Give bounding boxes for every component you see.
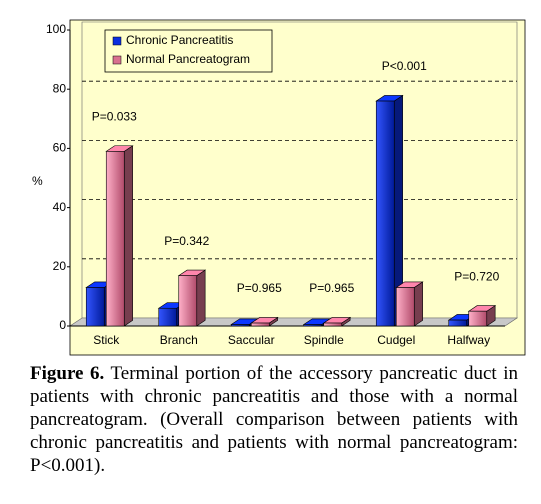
x-tick-label: Saccular bbox=[228, 333, 275, 347]
bar-front bbox=[158, 307, 178, 327]
bar bbox=[467, 305, 497, 327]
bar bbox=[250, 316, 279, 327]
annotation: P=0.965 bbox=[309, 281, 354, 295]
bar-front bbox=[105, 151, 125, 327]
y-axis-label: % bbox=[32, 174, 43, 188]
bar-side bbox=[413, 281, 423, 327]
legend-label: Normal Pancreatogram bbox=[126, 52, 250, 66]
bar-front bbox=[448, 319, 468, 327]
bar bbox=[375, 94, 404, 327]
bar-front bbox=[230, 324, 250, 327]
y-tick-label: 80 bbox=[53, 81, 67, 95]
caption-label: Figure 6. bbox=[30, 363, 105, 384]
bar-front bbox=[395, 287, 415, 327]
bar-side bbox=[123, 145, 133, 327]
bar bbox=[395, 281, 424, 327]
bar-side bbox=[196, 269, 206, 327]
annotation: P=0.342 bbox=[164, 234, 209, 248]
bar-front bbox=[178, 275, 198, 327]
legend-label: Chronic Pancreatitis bbox=[126, 33, 233, 47]
bar-front bbox=[468, 310, 488, 327]
y-tick-label: 60 bbox=[53, 141, 67, 155]
x-tick-label: Stick bbox=[93, 333, 120, 347]
legend-swatch bbox=[112, 36, 122, 46]
annotation: P=0.033 bbox=[92, 110, 137, 124]
bar-front bbox=[323, 322, 343, 327]
y-tick-label: 0 bbox=[59, 318, 66, 332]
bar-front bbox=[375, 100, 395, 327]
caption: Figure 6. Terminal portion of the access… bbox=[30, 362, 518, 477]
bar bbox=[322, 316, 352, 327]
bar-front bbox=[85, 287, 105, 327]
y-tick-label: 20 bbox=[53, 259, 67, 273]
annotation: P<0.001 bbox=[382, 59, 427, 73]
y-tick-label: 100 bbox=[46, 22, 66, 36]
x-tick-label: Branch bbox=[160, 333, 198, 347]
caption-text: Terminal portion of the accessory pancre… bbox=[30, 363, 518, 476]
bar-front bbox=[250, 322, 270, 327]
bar-front bbox=[303, 324, 323, 327]
annotation: P=0.965 bbox=[237, 281, 282, 295]
bar bbox=[105, 145, 134, 327]
y-tick-label: 40 bbox=[53, 200, 67, 214]
x-tick-label: Halfway bbox=[447, 333, 490, 347]
bar bbox=[177, 269, 207, 327]
legend-swatch bbox=[112, 55, 122, 65]
chart: % 0 20 40 60 80 100 Stick P=0.033 Branch P=0.342 S… bbox=[32, 19, 526, 356]
x-tick-label: Cudgel bbox=[377, 333, 415, 347]
annotation: P=0.720 bbox=[454, 269, 499, 283]
x-tick-label: Spindle bbox=[304, 333, 344, 347]
legend bbox=[104, 29, 273, 73]
